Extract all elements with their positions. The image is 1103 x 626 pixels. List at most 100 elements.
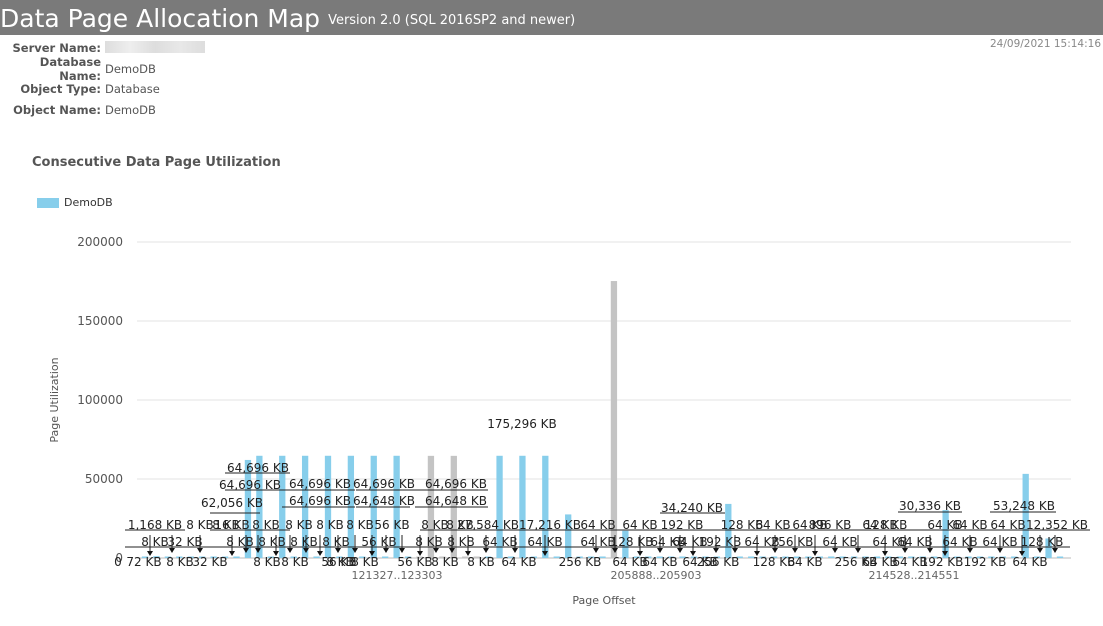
callout-arrow-marker bbox=[902, 548, 908, 553]
bar bbox=[679, 556, 686, 558]
data-label: 30,336 KB bbox=[899, 499, 961, 513]
data-label: 8 KB bbox=[226, 535, 254, 549]
data-label: 64 KB bbox=[990, 518, 1025, 532]
bar bbox=[805, 556, 812, 558]
callout-arrow-marker bbox=[1052, 548, 1058, 553]
object-type-label: Object Type: bbox=[20, 82, 101, 97]
bar bbox=[313, 556, 320, 558]
report-timestamp: 24/09/2021 15:14:16 bbox=[989, 38, 1101, 50]
bar bbox=[908, 556, 915, 558]
data-label: 32 KB bbox=[192, 555, 227, 569]
bar bbox=[244, 459, 252, 558]
data-label: 64,696 KB bbox=[353, 477, 415, 491]
bar bbox=[565, 514, 572, 558]
callout-arrow-marker bbox=[197, 548, 203, 553]
data-label: 72 KB bbox=[126, 555, 161, 569]
bar bbox=[199, 556, 206, 558]
callout-arrow-marker bbox=[967, 548, 973, 553]
bar bbox=[153, 556, 160, 558]
bar bbox=[587, 556, 595, 558]
callout-arrow-marker bbox=[855, 548, 861, 553]
callout-arrow-marker bbox=[287, 548, 293, 553]
data-label: 64 KB bbox=[501, 555, 536, 569]
callout-arrow-marker bbox=[927, 548, 933, 553]
bar bbox=[976, 556, 984, 558]
callout-arrow-marker bbox=[997, 548, 1003, 553]
page-title: Data Page Allocation Map bbox=[0, 4, 321, 33]
object-type-row: Object Type: Database bbox=[0, 79, 205, 100]
callout-arrow-marker bbox=[255, 548, 261, 553]
data-label: 64 KB bbox=[755, 518, 790, 532]
data-label: 128 KB bbox=[611, 535, 654, 549]
y-tick-label: 0 bbox=[115, 551, 123, 565]
data-label: 8 KB bbox=[258, 535, 286, 549]
bar bbox=[816, 556, 823, 558]
data-label: 64,648 KB bbox=[353, 494, 415, 508]
callout-arrow-marker bbox=[512, 548, 518, 553]
bar bbox=[530, 556, 538, 558]
bar bbox=[439, 556, 446, 558]
bar bbox=[462, 556, 469, 558]
callout-arrow-marker bbox=[465, 551, 471, 556]
data-label: 175,296 KB bbox=[487, 417, 557, 431]
data-label: 64 KB bbox=[482, 535, 517, 549]
chart-legend[interactable]: DemoDB bbox=[37, 196, 113, 209]
data-label: 8 KB bbox=[212, 518, 240, 532]
callout-arrow-marker bbox=[169, 548, 175, 553]
version-label: Version 2.0 (SQL 2016SP2 and newer) bbox=[328, 13, 576, 28]
data-label: 8 KB bbox=[141, 535, 169, 549]
data-label: 128 KB bbox=[753, 555, 796, 569]
bar bbox=[828, 556, 835, 558]
server-label: Server Name: bbox=[12, 41, 102, 56]
bar bbox=[713, 556, 721, 558]
bar bbox=[885, 556, 892, 558]
y-axis-title: Page Utilization bbox=[48, 357, 61, 442]
data-label: 64,696 KB bbox=[425, 477, 487, 491]
bar bbox=[382, 556, 389, 558]
callout-arrow-marker bbox=[942, 551, 948, 556]
bar bbox=[622, 530, 629, 558]
bar bbox=[782, 556, 789, 558]
data-label: 64 KB bbox=[580, 518, 615, 532]
bar bbox=[656, 556, 663, 558]
data-label: 8 KB bbox=[421, 518, 449, 532]
callout-arrow-marker bbox=[657, 548, 663, 553]
bar bbox=[1045, 538, 1052, 558]
bar bbox=[210, 556, 217, 558]
bar bbox=[267, 556, 274, 558]
bar bbox=[599, 556, 606, 558]
bar bbox=[256, 455, 263, 558]
callout-arrow-marker bbox=[273, 551, 279, 556]
object-name-value: DemoDB bbox=[105, 102, 156, 117]
callout-arrow-marker bbox=[637, 551, 643, 556]
bar bbox=[359, 556, 366, 558]
bar bbox=[633, 556, 640, 558]
bar bbox=[770, 556, 778, 558]
data-label: 8 KB bbox=[467, 555, 495, 569]
data-label: 56 KB bbox=[374, 518, 409, 532]
y-tick-label: 200000 bbox=[77, 235, 123, 249]
data-label: 192 KB bbox=[921, 555, 964, 569]
callout-arrow-marker bbox=[229, 551, 235, 556]
data-label: 192 KB bbox=[964, 555, 1007, 569]
bar bbox=[919, 556, 926, 558]
data-label: 64 KB bbox=[822, 535, 857, 549]
data-label: 64 KB bbox=[612, 555, 647, 569]
legend-swatch bbox=[37, 197, 59, 208]
data-label: 64 KB bbox=[862, 518, 897, 532]
callout-arrow-marker bbox=[690, 551, 696, 556]
bar bbox=[141, 556, 149, 558]
data-label: 64 KB bbox=[580, 535, 615, 549]
callout-arrow-marker bbox=[772, 548, 778, 553]
data-label: 64 KB bbox=[872, 535, 907, 549]
bar bbox=[496, 455, 503, 558]
y-tick-label: 50000 bbox=[85, 472, 123, 486]
data-label: 8 KB bbox=[186, 518, 214, 532]
title-bar: Data Page Allocation Map Version 2.0 (SQ… bbox=[0, 0, 1103, 35]
callout-arrow-marker bbox=[335, 548, 341, 553]
redacted-server-name bbox=[105, 40, 205, 53]
data-label: 256 KB bbox=[771, 535, 814, 549]
bar bbox=[176, 556, 183, 558]
bar bbox=[839, 556, 846, 558]
data-label: 56 KB bbox=[321, 555, 356, 569]
